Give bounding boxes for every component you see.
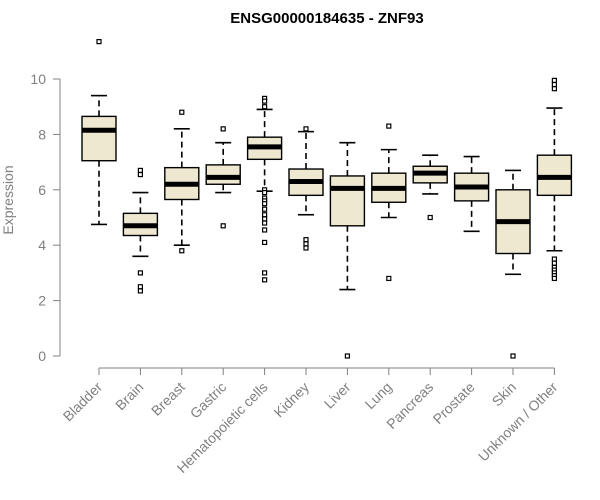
outlier-point xyxy=(137,288,143,294)
outlier-point xyxy=(551,256,558,262)
category-label-10: Skin xyxy=(489,379,520,410)
box-hematopoietic-cells xyxy=(246,95,283,283)
outlier-point xyxy=(510,353,516,359)
outlier-point xyxy=(303,237,309,243)
box-bladder xyxy=(81,39,117,226)
outlier-point xyxy=(386,275,392,282)
outlier-point xyxy=(551,81,558,88)
category-label-2: Breast xyxy=(148,379,188,419)
outlier-point xyxy=(262,212,268,218)
outlier-point xyxy=(262,277,268,283)
y-tick-label-10: 10 xyxy=(30,71,46,87)
outlier-point xyxy=(262,201,268,207)
outlier-point xyxy=(303,126,309,132)
outlier-point xyxy=(262,239,268,246)
category-label-6: Liver xyxy=(321,379,354,412)
category-label-1: Brain xyxy=(112,379,146,413)
box-pancreas xyxy=(412,154,448,221)
y-tick-label-4: 4 xyxy=(38,237,46,253)
outlier-point xyxy=(137,270,143,276)
category-label-5: Kidney xyxy=(271,379,313,421)
outlier-point xyxy=(262,104,268,110)
outlier-point xyxy=(179,248,185,254)
outlier-point xyxy=(262,189,268,196)
outlier-point xyxy=(220,126,226,132)
y-tick-label-6: 6 xyxy=(38,182,46,198)
y-axis-title: Expression xyxy=(0,165,16,234)
y-tick-label-0: 0 xyxy=(38,348,46,364)
box-unknown-other xyxy=(536,77,573,282)
category-label-11: Unknown / Other xyxy=(475,379,561,465)
box-kidney xyxy=(288,126,324,251)
outlier-point xyxy=(262,206,268,212)
outlier-point xyxy=(137,167,143,174)
outlier-point xyxy=(551,275,558,282)
outlier-point xyxy=(303,241,309,247)
iqr-box xyxy=(205,164,241,185)
outlier-point xyxy=(551,77,558,83)
y-tick-label-2: 2 xyxy=(38,293,46,309)
outlier-point xyxy=(386,123,392,129)
outlier-point xyxy=(220,223,226,229)
outlier-point xyxy=(262,220,268,226)
iqr-box xyxy=(81,115,117,162)
outlier-point xyxy=(551,86,558,92)
box-series xyxy=(81,39,573,359)
outlier-point xyxy=(262,227,268,233)
category-label-9: Prostate xyxy=(430,379,478,427)
iqr-box xyxy=(329,175,366,227)
outlier-point xyxy=(262,216,268,222)
category-label-7: Lung xyxy=(362,379,395,412)
outlier-point xyxy=(262,270,268,276)
box-breast xyxy=(164,109,200,254)
x-axis xyxy=(98,367,555,375)
category-label-0: Bladder xyxy=(60,379,106,425)
box-brain xyxy=(122,167,159,294)
outlier-point xyxy=(551,260,558,266)
outlier-point xyxy=(179,109,185,115)
y-axis: 0 2 4 6 8 10 xyxy=(30,71,61,364)
outlier-point xyxy=(303,245,309,251)
box-skin xyxy=(495,169,531,359)
box-prostate xyxy=(453,155,490,233)
box-gastric xyxy=(205,126,241,229)
outlier-point xyxy=(137,284,143,290)
outlier-point xyxy=(427,214,433,221)
outlier-point xyxy=(262,98,268,104)
y-tick-label-8: 8 xyxy=(38,126,46,142)
chart-title: ENSG00000184635 - ZNF93 xyxy=(230,10,423,27)
outlier-point xyxy=(137,171,143,178)
outlier-point xyxy=(344,353,350,359)
outlier-point xyxy=(96,39,102,45)
box-lung xyxy=(371,123,407,282)
box-liver xyxy=(329,141,366,359)
